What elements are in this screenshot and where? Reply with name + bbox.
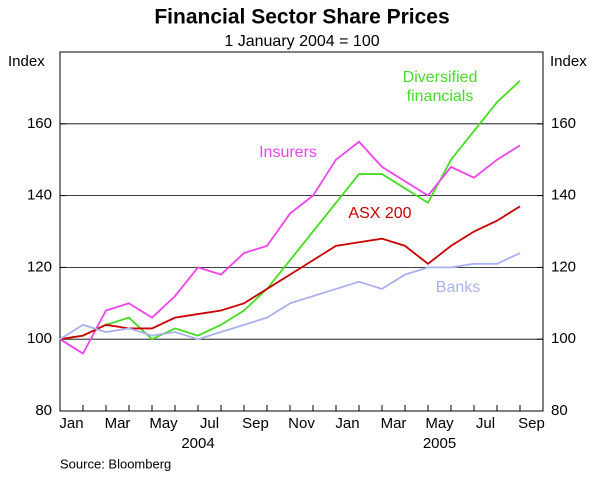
x-tick-label: Sep — [242, 415, 269, 432]
x-tick-label: Sep — [518, 415, 545, 432]
y-tick-label: 160 — [27, 115, 52, 132]
y2-tick-label: 100 — [551, 330, 576, 347]
y2-axis-label: Index — [550, 53, 587, 70]
y-tick-label: 140 — [27, 187, 52, 204]
y-axis-label: Index — [8, 53, 45, 70]
line-series — [59, 140, 521, 355]
x-tick-label: Mar — [381, 415, 407, 432]
line-series — [59, 205, 521, 341]
source-note: Source: Bloomberg — [60, 456, 171, 471]
line-series — [59, 80, 521, 341]
series-label: ASX 200 — [348, 205, 412, 222]
x-tick-label: Jul — [476, 415, 495, 432]
x-year-label: 2004 — [181, 435, 214, 452]
x-tick-label: Mar — [105, 415, 131, 432]
x-tick-label: Jan — [59, 415, 83, 432]
y-tick-label: 120 — [27, 258, 52, 275]
series-label: Banks — [435, 279, 481, 296]
series-label: Insurers — [259, 144, 317, 161]
y-tick-label: 100 — [27, 330, 52, 347]
plot-frame — [59, 51, 544, 412]
chart-subtitle: 1 January 2004 = 100 — [224, 33, 379, 50]
x-year-label: 2005 — [423, 435, 456, 452]
y-tick-label: 80 — [35, 402, 52, 419]
x-tick-label: May — [425, 415, 454, 432]
line-series — [59, 252, 521, 341]
x-tick-label: May — [149, 415, 178, 432]
x-tick-label: Jul — [200, 415, 219, 432]
x-tick-label: Nov — [288, 415, 315, 432]
y2-tick-label: 120 — [551, 258, 576, 275]
chart-title: Financial Sector Share Prices — [154, 6, 449, 29]
y2-tick-label: 140 — [551, 187, 576, 204]
y2-tick-label: 160 — [551, 115, 576, 132]
y2-tick-label: 80 — [551, 402, 568, 419]
x-tick-label: Jan — [335, 415, 359, 432]
series-label: Diversified financials — [402, 69, 478, 105]
